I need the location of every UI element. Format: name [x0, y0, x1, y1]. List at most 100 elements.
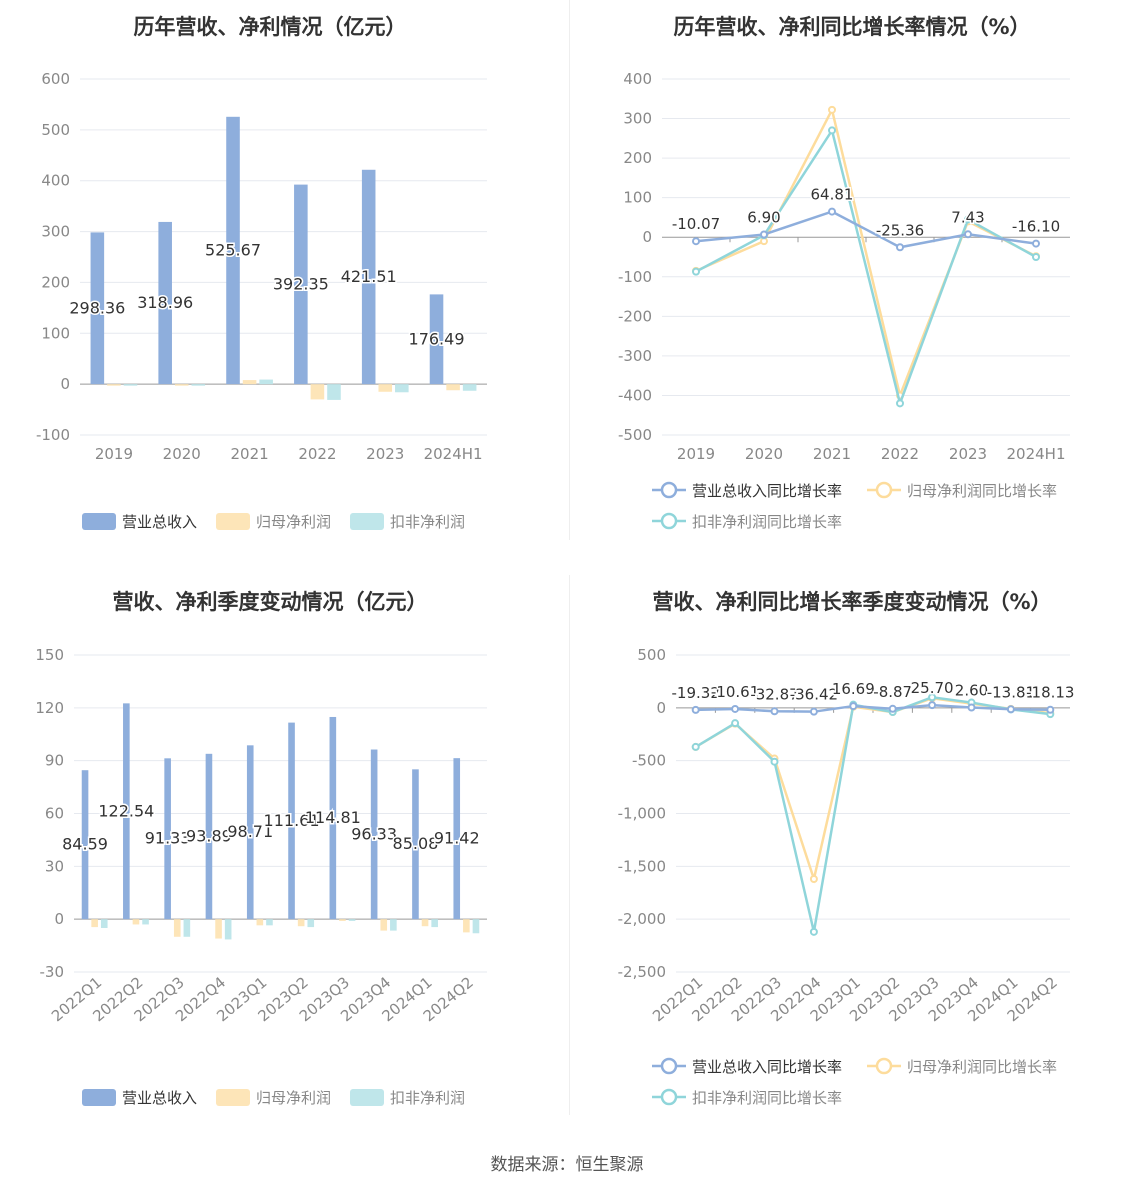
data-label: 2.60 — [955, 682, 988, 700]
legend-swatch — [82, 1089, 116, 1106]
annual-growth-rate-svg: 历年营收、净利同比增长率情况（%） -500 -400 -300 -200 -100 0 10… — [618, 15, 1070, 531]
x-tick-label: 2022 — [298, 445, 336, 463]
bar-revenue — [158, 221, 172, 385]
y-tick-label: -1,000 — [618, 805, 666, 823]
data-label: 98.71 — [227, 822, 273, 841]
bar-revenue — [288, 722, 295, 920]
y-tick-label: 500 — [637, 646, 666, 664]
x-tick-label: 2021 — [230, 445, 268, 463]
bar-revenue — [370, 749, 378, 920]
column-divider-top — [569, 0, 570, 540]
bar-deducted-profit — [348, 919, 356, 921]
y-tick-label: 60 — [45, 805, 64, 823]
data-label: 85.08 — [393, 834, 439, 853]
chart-title: 营收、净利同比增长率季度变动情况（%） — [652, 590, 1051, 614]
annual-revenue-profit-chart: 历年营收、净利情况（亿元） -100 0 100 200 300 400 500 600 2019… — [0, 0, 567, 545]
bar-parent-profit — [132, 919, 140, 925]
legend-label: 归母净利润同比增长率 — [907, 482, 1057, 500]
y-tick-label: 600 — [41, 70, 70, 88]
x-tick-label: 2019 — [677, 445, 715, 463]
data-label: -10.61 — [711, 683, 759, 701]
data-label: 111.61 — [264, 811, 320, 830]
y-tick-label: 0 — [642, 228, 652, 246]
data-label: -16.10 — [1012, 218, 1060, 236]
y-tick-label: 90 — [45, 752, 64, 770]
bar-revenue — [226, 116, 240, 385]
y-tick-label: 200 — [41, 273, 70, 291]
series-point — [809, 707, 818, 716]
legend-swatch — [82, 513, 116, 530]
legend-label: 扣非净利润 — [390, 513, 465, 531]
series-point — [809, 875, 818, 884]
y-tick-label: 500 — [41, 121, 70, 139]
series-point — [770, 757, 779, 766]
annual-revenue-profit-svg: 历年营收、净利情况（亿元） -100 0 100 200 300 400 500 600 2019… — [36, 15, 487, 531]
bar-revenue — [246, 745, 254, 920]
bar-revenue — [453, 758, 461, 920]
bar-revenue — [329, 716, 337, 920]
data-label: -18.13 — [1026, 684, 1074, 702]
data-label: 64.81 — [811, 186, 854, 204]
bar-parent-profit — [107, 384, 121, 386]
data-label: -8.87 — [873, 683, 912, 701]
data-label: 122.54 — [98, 801, 154, 820]
y-tick-label: -500 — [618, 426, 652, 444]
bar-parent-profit — [421, 919, 429, 927]
quarterly-revenue-profit-chart: 营收、净利季度变动情况（亿元） -30 0 30 60 90 120 150 2022Q1 202… — [0, 575, 567, 1120]
legend-label: 营业总收入同比增长率 — [692, 482, 842, 500]
series-point — [1032, 253, 1040, 261]
series-point — [1032, 239, 1040, 248]
data-label: 7.43 — [951, 208, 984, 226]
bar-parent-profit — [378, 384, 393, 392]
quarterly-growth-rate-chart: 营收、净利同比增长率季度变动情况（%） -2,500 -2,000 -1,500 -1,… — [567, 575, 1134, 1120]
series-point — [967, 703, 976, 712]
data-label: 96.33 — [351, 824, 397, 843]
x-tick-label: 2021 — [813, 445, 851, 463]
series-point — [1046, 705, 1055, 714]
data-label: 91.42 — [434, 829, 480, 848]
data-label: 91.33 — [145, 829, 191, 848]
series-line-parent-profit — [695, 697, 1051, 884]
data-label: 16.69 — [832, 680, 875, 698]
series-line-revenue — [695, 210, 1037, 249]
y-tick-label: 300 — [41, 223, 70, 241]
bar-deducted-profit — [266, 919, 273, 926]
bar-revenue — [412, 769, 419, 920]
y-tick-label: 300 — [623, 110, 652, 128]
annual-growth-rate-chart: 历年营收、净利同比增长率情况（%） -500 -400 -300 -200 -100 0 10… — [567, 0, 1134, 545]
y-tick-label: 150 — [35, 646, 64, 664]
legend-swatch — [350, 1089, 384, 1106]
bar-parent-profit — [380, 919, 388, 931]
series-point — [692, 267, 700, 276]
data-label: 298.36 — [69, 298, 125, 317]
bar-parent-profit — [297, 919, 305, 927]
series-line-revenue — [695, 703, 1051, 713]
legend-label: 归母净利润 — [256, 513, 331, 531]
y-tick-label: -1,500 — [618, 857, 666, 875]
bar-revenue — [429, 294, 444, 385]
legend-label: 扣非净利润 — [390, 1089, 465, 1107]
bar-revenue — [123, 703, 130, 920]
series-point — [928, 693, 937, 702]
y-tick-label: -2,500 — [618, 963, 666, 981]
y-tick-label: -400 — [618, 386, 652, 404]
legend-label: 扣非净利润同比增长率 — [692, 1089, 842, 1107]
x-tick-label: 2023 — [949, 445, 987, 463]
legend-label: 归母净利润同比增长率 — [907, 1058, 1057, 1076]
quarterly-growth-rate-svg: 营收、净利同比增长率季度变动情况（%） -2,500 -2,000 -1,500 -1,… — [618, 590, 1076, 1107]
series-point — [828, 105, 836, 114]
series-point — [888, 704, 897, 713]
bar-deducted-profit — [307, 919, 315, 928]
legend-swatch — [350, 513, 384, 530]
legend-marker — [660, 1088, 678, 1106]
bar-deducted-profit — [390, 919, 397, 931]
bar-deducted-profit — [395, 384, 409, 393]
y-tick-label: 400 — [623, 70, 652, 88]
y-tick-label: 0 — [656, 699, 666, 717]
data-label: 114.81 — [305, 808, 361, 827]
legend-label: 营业总收入 — [122, 1089, 197, 1107]
bar-deducted-profit — [100, 919, 108, 928]
bar-deducted-profit — [191, 384, 206, 386]
bar-deducted-profit — [259, 379, 273, 385]
data-label: 176.49 — [409, 329, 465, 348]
